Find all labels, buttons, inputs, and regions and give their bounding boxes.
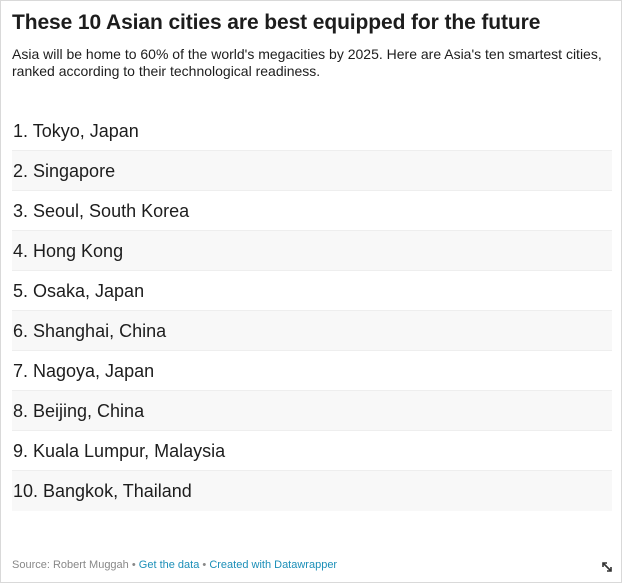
list-item: 8. Beijing, China — [12, 391, 612, 431]
list-item: 10. Bangkok, Thailand — [12, 471, 612, 511]
created-with-datawrapper-link[interactable]: Created with Datawrapper — [209, 559, 338, 571]
list-item: 3. Seoul, South Korea — [12, 191, 612, 231]
footer-separator: • — [202, 559, 207, 571]
list-item: 4. Hong Kong — [12, 231, 612, 271]
get-the-data-link[interactable]: Get the data — [138, 559, 200, 571]
footer: Source: Robert Muggah • Get the data • C… — [12, 559, 337, 571]
chart-description: Asia will be home to 60% of the world's … — [12, 46, 602, 79]
footer-separator: • — [131, 559, 136, 571]
list-item: 5. Osaka, Japan — [12, 271, 612, 311]
city-ranking-list: 1. Tokyo, Japan 2. Singapore 3. Seoul, S… — [12, 111, 612, 511]
list-item: 2. Singapore — [12, 151, 612, 191]
expand-arrows-icon[interactable] — [601, 560, 613, 572]
source-credit: Source: Robert Muggah — [12, 559, 129, 571]
list-item: 1. Tokyo, Japan — [12, 111, 612, 151]
list-item: 7. Nagoya, Japan — [12, 351, 612, 391]
list-item: 6. Shanghai, China — [12, 311, 612, 351]
list-item: 9. Kuala Lumpur, Malaysia — [12, 431, 612, 471]
chart-title: These 10 Asian cities are best equipped … — [12, 11, 541, 34]
